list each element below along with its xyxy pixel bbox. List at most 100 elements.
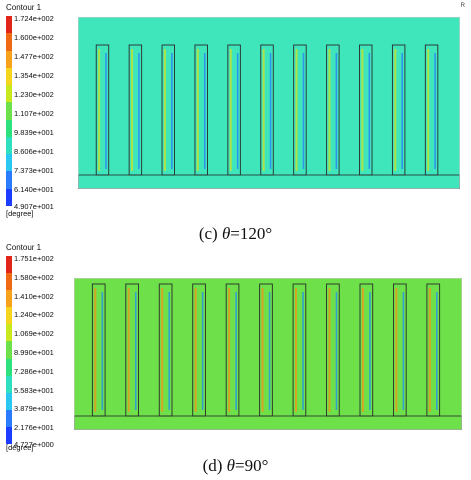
contour-plot: [74, 278, 462, 430]
channel-frame: [426, 283, 441, 417]
channel: [125, 283, 139, 417]
channel-frame: [161, 44, 176, 176]
legend-swatch: [6, 341, 12, 360]
channel-frame: [359, 44, 373, 176]
hot-streak: [161, 288, 164, 412]
channel: [359, 44, 373, 176]
legend-swatch: [6, 375, 12, 394]
legend-tick-label: 7.286e+001: [14, 366, 54, 376]
channel-frame: [227, 44, 241, 176]
hot-streak: [328, 49, 331, 171]
legend-tick-label: 1.240e+002: [14, 310, 54, 320]
channel: [326, 283, 340, 417]
channel: [293, 44, 307, 176]
legend-tick-label: 1.354e+002: [14, 71, 54, 80]
panel-d: Contour 1 1.751e+002 1.580e+002 1.410e+002…: [0, 240, 471, 480]
channel: [95, 44, 110, 176]
plot-border: [78, 17, 460, 189]
legend-tick-label: 1.410e+002: [14, 291, 54, 301]
channel: [128, 44, 143, 176]
legend-swatch: [6, 136, 12, 155]
legend-swatch: [6, 119, 12, 138]
channel: [359, 283, 374, 417]
hot-streak: [94, 288, 97, 412]
channel-frame: [260, 44, 274, 176]
channel: [292, 283, 307, 417]
channel: [260, 44, 274, 176]
contour-plot: [78, 17, 460, 189]
hot-streak: [261, 288, 264, 412]
legend-swatch: [6, 67, 12, 86]
legend-swatch: [6, 273, 12, 291]
channel: [326, 44, 340, 176]
legend-tick-label: 7.373e+001: [14, 166, 54, 175]
legend-swatch: [6, 102, 12, 121]
legend-swatch: [6, 188, 12, 207]
legend-swatch: [6, 154, 12, 172]
hot-streak: [228, 288, 231, 412]
legend-tick-label: 1.580e+002: [14, 272, 54, 282]
legend-tick-label: 1.751e+002: [14, 254, 54, 263]
channel-frame: [391, 44, 406, 176]
legend-title: Contour 1: [6, 243, 42, 252]
cold-streak: [236, 53, 239, 169]
legend-swatch: [6, 409, 12, 428]
legend-swatch: [6, 290, 12, 308]
hot-streak: [127, 288, 130, 412]
channel: [158, 283, 173, 417]
legend-tick-label: 1.069e+002: [14, 329, 54, 339]
legend-tick-label: 1.724e+002: [14, 14, 54, 23]
channel-frame: [91, 283, 106, 417]
cold-streak: [105, 53, 107, 169]
channel: [393, 283, 407, 417]
channel-frame: [326, 44, 340, 176]
channel-frame: [194, 44, 208, 176]
hot-streak: [98, 49, 101, 171]
legend-tick-label: 3.879e+001: [14, 404, 54, 414]
legend-tick-label: 8.990e+001: [14, 348, 54, 357]
corner-mark: R: [460, 3, 465, 9]
legend-unit: [degree]: [6, 209, 34, 218]
legend-swatch: [6, 50, 12, 69]
channel-frame: [424, 44, 439, 176]
channel: [91, 283, 106, 417]
hot-streak: [394, 49, 397, 171]
hot-streak: [427, 49, 430, 171]
cold-streak: [434, 53, 436, 169]
cold-streak: [171, 53, 173, 169]
hot-streak: [361, 49, 364, 171]
legend-tick-label: 8.606e+001: [14, 147, 54, 156]
channel-frame: [95, 44, 110, 176]
channel-frame: [292, 283, 307, 417]
cold-streak: [101, 292, 104, 410]
cold-streak: [269, 53, 272, 169]
legend-swatch: [6, 171, 12, 190]
caption: (d) θ=90°: [202, 456, 269, 475]
channel-frame: [158, 283, 173, 417]
channel: [225, 283, 240, 417]
channel: [259, 283, 273, 417]
hot-streak: [395, 288, 398, 412]
color-legend: 1.751e+002 1.580e+002 1.410e+002 1.240e+002…: [6, 254, 76, 449]
channel: [161, 44, 176, 176]
cold-streak: [335, 53, 338, 169]
cold-streak: [335, 292, 338, 410]
legend-tick-label: 6.140e+001: [14, 185, 54, 194]
legend-swatch: [6, 256, 12, 274]
channel-frame: [259, 283, 273, 417]
cold-streak: [402, 292, 405, 410]
hot-streak: [196, 49, 199, 171]
legend-unit: [degree]: [6, 443, 34, 452]
cold-streak: [302, 53, 305, 169]
channel-frame: [225, 283, 240, 417]
hot-streak: [194, 288, 197, 412]
legend-swatch: [6, 307, 12, 325]
legend-swatch: [6, 392, 12, 411]
hot-streak: [229, 49, 232, 171]
legend-swatch: [6, 16, 12, 34]
legend-swatch: [6, 358, 12, 377]
hot-streak: [262, 49, 265, 171]
cold-streak: [369, 292, 371, 410]
channel: [194, 44, 208, 176]
channel: [391, 44, 406, 176]
